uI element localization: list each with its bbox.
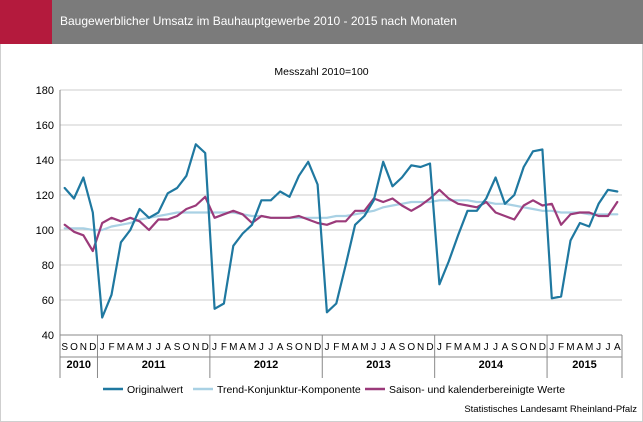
x-tick-label: M (585, 342, 593, 353)
x-tick-label: J (156, 342, 161, 353)
x-tick-label: S (399, 342, 406, 353)
x-tick-label: F (558, 342, 564, 353)
x-tick-label: D (539, 342, 546, 353)
y-tick-label: 40 (42, 330, 54, 342)
x-tick-label: A (464, 342, 471, 353)
x-tick-label: A (577, 342, 584, 353)
x-tick-label: N (417, 342, 424, 353)
x-tick-label: N (305, 342, 312, 353)
x-tick-label: M (248, 342, 256, 353)
x-tick-label: J (381, 342, 386, 353)
y-tick-label: 160 (36, 120, 54, 132)
x-tick-label: O (183, 342, 191, 353)
x-tick-label: J (324, 342, 329, 353)
header-accent (0, 0, 52, 44)
x-tick-label: D (89, 342, 96, 353)
x-tick-label: A (614, 342, 621, 353)
year-label: 2011 (142, 359, 166, 371)
x-tick-label: J (549, 342, 554, 353)
y-tick-label: 140 (36, 155, 54, 167)
legend-saison-label: Saison- und kalenderbereinigte Werte (389, 384, 565, 396)
x-tick-label: O (520, 342, 528, 353)
chart-title: Baugewerblicher Umsatz im Bauhauptgewerb… (60, 14, 457, 28)
x-tick-label: M (473, 342, 481, 353)
x-tick-label: S (511, 342, 518, 353)
x-tick-label: J (484, 342, 489, 353)
x-tick-label: N (80, 342, 87, 353)
x-tick-label: M (454, 342, 462, 353)
x-tick-label: J (100, 342, 105, 353)
x-tick-label: S (174, 342, 181, 353)
header-bar (0, 0, 643, 44)
x-tick-label: D (426, 342, 433, 353)
x-tick-label: D (314, 342, 321, 353)
x-tick-label: F (221, 342, 227, 353)
y-tick-label: 180 (36, 85, 54, 97)
y-tick-label: 80 (42, 260, 54, 272)
series-originalwert-line (63, 143, 619, 319)
x-tick-label: A (164, 342, 171, 353)
x-tick-label: M (135, 342, 143, 353)
x-tick-label: F (108, 342, 114, 353)
x-tick-label: J (605, 342, 610, 353)
year-label: 2010 (66, 359, 90, 371)
x-tick-label: A (239, 342, 246, 353)
x-tick-label: A (389, 342, 396, 353)
x-tick-label: O (407, 342, 415, 353)
x-tick-label: O (70, 342, 78, 353)
legend-originalwert-label: Originalwert (127, 384, 183, 396)
year-label: 2012 (254, 359, 278, 371)
y-tick-label: 60 (42, 295, 54, 307)
chart-subtitle: Messzahl 2010=100 (274, 66, 369, 78)
x-tick-label: N (529, 342, 536, 353)
y-tick-label: 120 (36, 190, 54, 202)
x-tick-label: N (192, 342, 199, 353)
x-tick-label: M (566, 342, 574, 353)
x-tick-label: A (502, 342, 509, 353)
x-tick-label: F (333, 342, 339, 353)
x-tick-label: A (352, 342, 359, 353)
x-tick-label: J (371, 342, 376, 353)
x-tick-label: M (117, 342, 125, 353)
series-saison-line (63, 188, 619, 253)
y-tick-label: 100 (36, 225, 54, 237)
x-tick-label: A (277, 342, 284, 353)
x-tick-label: A (127, 342, 134, 353)
series-trend-line (63, 199, 619, 232)
year-label: 2015 (572, 359, 596, 371)
x-tick-label: J (437, 342, 442, 353)
x-tick-label: J (493, 342, 498, 353)
year-label: 2013 (366, 359, 390, 371)
year-label: 2014 (479, 359, 504, 371)
x-tick-label: M (229, 342, 237, 353)
x-tick-label: J (596, 342, 601, 353)
x-tick-label: O (295, 342, 303, 353)
x-tick-label: J (259, 342, 264, 353)
source-note: Statistisches Landesamt Rheinland-Pfalz (464, 404, 637, 415)
x-tick-label: S (286, 342, 293, 353)
x-tick-label: D (202, 342, 209, 353)
x-tick-label: J (146, 342, 151, 353)
x-tick-label: S (61, 342, 68, 353)
x-tick-label: M (342, 342, 350, 353)
x-tick-label: F (446, 342, 452, 353)
x-tick-label: M (360, 342, 368, 353)
x-tick-label: J (268, 342, 273, 353)
x-tick-label: J (212, 342, 217, 353)
legend-trend-label: Trend-Konjunktur-Komponente (217, 384, 361, 396)
